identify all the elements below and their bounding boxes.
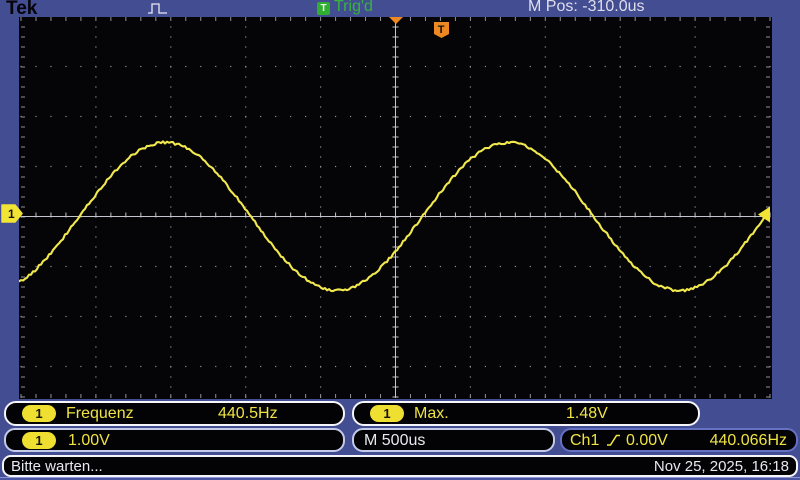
channel-scale-box: 1 1.00V [4,428,345,452]
channel-1-position-marker: 1 [1,204,23,223]
svg-text:1: 1 [8,207,15,221]
channel-1-badge: 1 [370,405,404,422]
measurement-value: 440.5Hz [218,405,278,422]
waveform-display: T [17,17,772,399]
trigger-frequency: 440.066Hz [709,432,787,449]
measurement-value: 1.48V [566,405,608,422]
trigger-status-label: Trig'd [334,0,373,15]
channel-1-badge: 1 [22,432,56,449]
ch1-sine-trace [17,140,771,293]
trigger-position-arrow-icon [389,17,403,24]
timebase-box: M 500us [352,428,555,452]
measurement-box-max: 1 Max. 1.48V [352,401,700,426]
trigger-readout-box: Ch1 0.00V 440.066Hz [560,428,798,452]
trigger-level-arrow-icon [758,206,770,223]
pulse-icon [148,3,167,14]
trigger-time-marker-icon [434,22,449,38]
bottom-divider [0,477,800,480]
measurement-label: Frequenz [66,405,134,422]
measurement-label: Max. [414,405,449,422]
trigger-source: Ch1 [570,432,600,449]
graticule-and-trace: T [17,17,771,398]
rising-edge-icon [607,434,620,446]
channel-scale-value: 1.00V [68,432,110,449]
status-bar: Bitte warten... Nov 25, 2025, 16:18 [2,455,798,477]
svg-text:T: T [438,24,445,36]
trigger-status-icon: T [317,2,330,15]
trigger-level: 0.00V [626,432,668,449]
horizontal-position-readout: M Pos: -310.0us [528,0,645,15]
measurement-box-frequency: 1 Frequenz 440.5Hz [4,401,345,426]
status-message: Bitte warten... [11,458,103,475]
datetime: Nov 25, 2025, 16:18 [653,458,789,475]
tek-logo: Tek [6,0,38,19]
timebase-value: M 500us [364,432,426,449]
channel-1-badge: 1 [22,405,56,422]
